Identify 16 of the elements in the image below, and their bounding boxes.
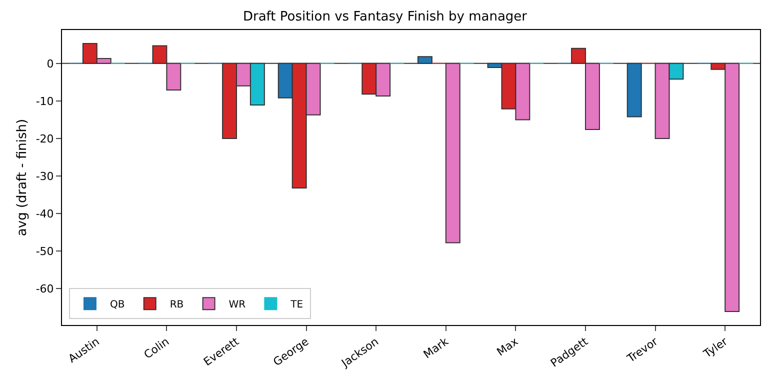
chart-title: Draft Position vs Fantasy Finish by manager: [242, 10, 528, 25]
y-tick-label: -10: [36, 94, 54, 108]
y-tick-label: -30: [36, 170, 54, 183]
y-tick-label: -20: [36, 132, 54, 146]
y-tick-label: -40: [36, 207, 54, 220]
y-tick-label: -60: [36, 282, 54, 296]
y-axis-title: avg (draft - finish): [15, 118, 30, 236]
y-tick-label: 0: [46, 57, 54, 70]
legend-label: RB: [170, 300, 184, 310]
legend-label: QB: [110, 300, 125, 310]
x-tick-label: Colin: [142, 335, 172, 362]
legend-label: WR: [228, 300, 246, 310]
x-tick-label: Max: [494, 334, 521, 359]
x-tick-label: Tyler: [700, 334, 730, 362]
y-tick-label: -50: [36, 244, 54, 258]
legend-label: TE: [290, 300, 304, 310]
